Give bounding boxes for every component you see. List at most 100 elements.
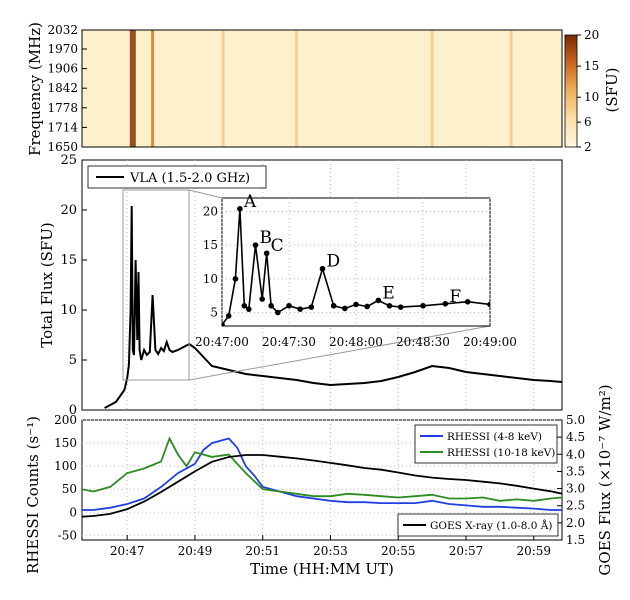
rhessi-y-tick-label: 0 [69, 505, 77, 519]
inset-data-point [342, 305, 348, 312]
inset-event-label: E [382, 283, 394, 303]
colorbar-label: (SFU) [603, 67, 621, 112]
flux-y-tick-label: 0 [69, 403, 77, 418]
dynamic-spectrum-panel: 1650 1714 1778 1842 1906 1970 2032 Frequency (… [26, 22, 563, 156]
spectrum-y-tick-label: 2032 [47, 23, 78, 37]
inset-data-point [241, 302, 248, 309]
time-x-tick-label: 20:51 [245, 544, 280, 558]
rhessi-goes-panel: -50 0 50 100 150 200 1.5 2.0 2.5 3.0 3.5 4.0 4.5 5.0… [24, 384, 614, 578]
inset-data-point [353, 301, 359, 308]
spectrum-y-label: Frequency (MHz) [26, 22, 44, 156]
goes-y-tick-label: 2.5 [566, 499, 585, 513]
inset-data-point [263, 250, 270, 257]
rhessi-low-line [82, 437, 562, 511]
inset-event-label: D [327, 252, 341, 272]
inset-data-point [252, 242, 259, 248]
inset-data-point [420, 302, 426, 309]
inset-data-point [286, 302, 292, 309]
vla-flux-line [104, 205, 562, 409]
inset-data-point [237, 205, 243, 212]
flux-y-tick-label: 25 [60, 153, 77, 168]
inset-data-point [246, 306, 252, 312]
inset-data-point [297, 306, 303, 312]
rhessi-y-label: RHESSI Counts (s⁻¹) [24, 416, 42, 574]
spectrum-background [82, 30, 562, 147]
goes-y-tick-label: 1.5 [566, 533, 585, 547]
rhessi-y-tick-label: 150 [54, 436, 77, 450]
lightcurve-grid [82, 419, 562, 540]
goes-y-tick-label: 2.0 [566, 516, 585, 530]
inset-data-point [275, 309, 281, 316]
spectrum-y-tick-label: 1906 [47, 62, 78, 76]
inset-event-label: B [260, 228, 273, 248]
rhessi-legend: RHESSI (4-8 keV) RHESSI (10-18 keV) [414, 424, 558, 464]
goes-y-tick-label: 4.5 [566, 430, 585, 444]
goes-y-tick-label: 3.0 [566, 482, 585, 496]
flux-y-tick-label: 5 [69, 353, 77, 368]
time-x-label: Time (HH:MM UT) [250, 560, 394, 578]
inset-y-tick-label: 15 [203, 238, 218, 252]
rhessi-y-tick-label: 100 [54, 459, 77, 473]
inset-event-labels: ABC D E F [243, 192, 461, 307]
flux-y-label: Total Flux (SFU) [38, 222, 56, 348]
spectrum-y-tick-label: 1778 [47, 101, 78, 115]
rhessi-y-tick-label: 200 [54, 413, 77, 427]
rhessi-high-line [82, 436, 562, 502]
spectrum-events [129, 30, 513, 147]
inset-y-tick-label: 5 [210, 306, 218, 320]
time-x-tick-label: 20:47 [110, 544, 145, 558]
goes-legend: GOES X-ray (1.0-8.0 Å) [397, 513, 559, 537]
colorbar: 2 6 10 15 20 (SFU) [564, 28, 621, 154]
inset-data-point [386, 302, 393, 309]
flux-y-ticks: 0 5 10 15 20 25 [60, 153, 87, 418]
rhessi-y-tick-label: 50 [62, 482, 77, 496]
inset-y-tick-label: 20 [203, 204, 218, 218]
lightcurve-lines [82, 436, 562, 518]
zoom-connector-top [188, 189, 223, 199]
inset-data-point [259, 296, 266, 302]
rhessi-high-legend-label: RHESSI (10-18 keV) [447, 447, 555, 459]
inset-data-point [319, 265, 326, 272]
rhessi-low-legend-label: RHESSI (4-8 keV) [447, 431, 542, 443]
time-x-tick-label: 20:49 [178, 544, 213, 558]
goes-y-tick-label: 3.5 [566, 464, 585, 478]
spectrum-y-tick-label: 1714 [47, 120, 78, 134]
colorbar-tick-label: 6 [584, 115, 592, 129]
spectrum-burst [129, 30, 136, 147]
inset-grid [221, 198, 491, 326]
goes-y-label: GOES Flux (×10⁻⁷ W/m²) [596, 384, 614, 575]
inset-data-point [330, 302, 337, 309]
time-x-ticks: 20:47 20:49 20:51 20:53 20:55 20:57 20:59 [110, 535, 551, 558]
colorbar-tick-label: 10 [584, 90, 599, 104]
rhessi-y-ticks: -50 0 50 100 150 200 [54, 413, 77, 542]
inset-data-point [268, 302, 274, 309]
inset-data-point [364, 303, 370, 310]
inset-data-point [375, 297, 382, 304]
colorbar-tick-label: 15 [584, 59, 599, 73]
rhessi-legend-box [414, 424, 558, 464]
flux-legend-box [87, 165, 267, 189]
flux-inset: 5 10 15 20 20:47:00 20:47:30 20:48:00 20:48:30… [195, 192, 517, 349]
colorbar-gradient [564, 34, 578, 148]
spectrum-y-tick-label: 1650 [47, 140, 78, 154]
flux-y-tick-label: 20 [60, 203, 77, 218]
goes-y-ticks: 1.5 2.0 2.5 3.0 3.5 4.0 4.5 5.0 [557, 413, 585, 547]
inset-data-point [487, 301, 490, 308]
spectrum-burst [509, 30, 513, 147]
flux-y-tick-label: 10 [60, 303, 77, 318]
spectrum-burst [295, 30, 299, 147]
flux-legend: VLA (1.5-2.0 GHz) [87, 165, 267, 189]
inset-x-tick-label: 20:48:30 [396, 335, 450, 349]
inset-event-label: C [271, 236, 284, 256]
inset-event-label: A [243, 192, 257, 212]
spectrum-y-ticks: 1650 1714 1778 1842 1906 1970 2032 [47, 23, 87, 154]
spectrum-burst [221, 30, 225, 147]
goes-legend-label: GOES X-ray (1.0-8.0 Å) [430, 518, 552, 532]
inset-y-tick-label: 10 [203, 272, 218, 286]
inset-x-tick-label: 20:49:00 [463, 335, 517, 349]
zoom-connector-bottom [188, 325, 491, 381]
zoom-region-box [122, 189, 190, 381]
inset-data-point [222, 321, 225, 326]
time-x-tick-label: 20:59 [516, 544, 551, 558]
inset-x-tick-label: 20:48:00 [329, 335, 383, 349]
